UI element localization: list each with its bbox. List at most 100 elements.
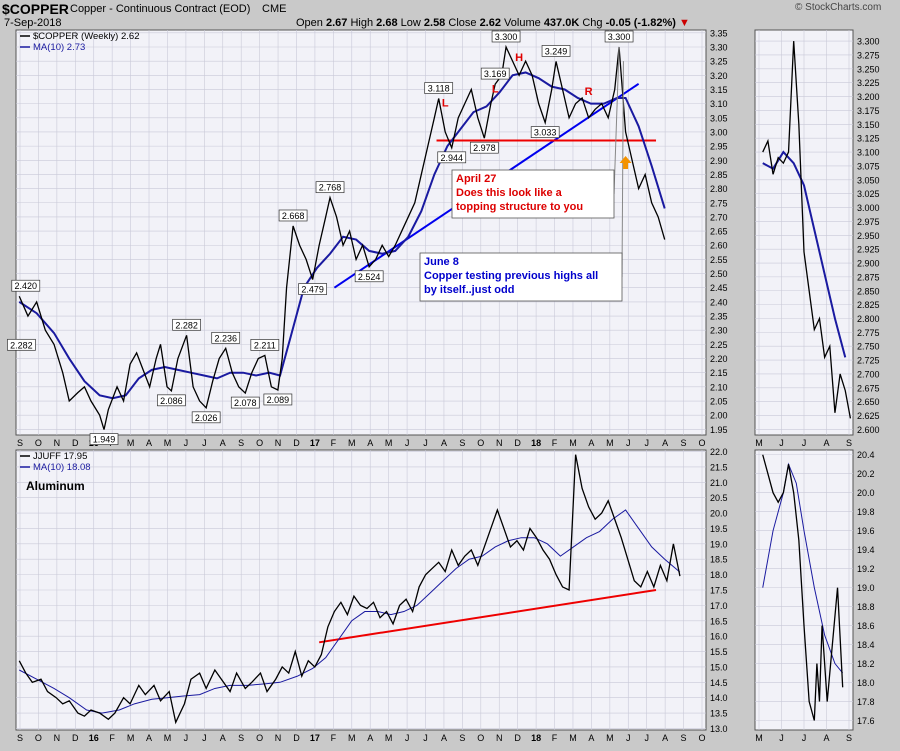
price-label: 2.668: [282, 211, 305, 221]
y-tick-label: 3.225: [857, 78, 880, 88]
y-tick-label: 3.150: [857, 120, 880, 130]
price-label: 2.089: [267, 395, 290, 405]
x-tick-label: S: [459, 438, 465, 448]
y-tick-label: 15.5: [710, 647, 728, 657]
y-tick-label: 2.80: [710, 184, 728, 194]
x-tick-label: M: [569, 733, 577, 743]
x-tick-label: J: [802, 438, 807, 448]
aluminum-zoom-panel: 17.6 17.8 18.0 18.2 18.4 18.6 18.8 19.0 19.2 19.4…: [754, 449, 875, 743]
x-tick-label: N: [496, 438, 503, 448]
y-tick-label: 17.8: [857, 697, 875, 707]
x-tick-label: 17: [310, 438, 320, 448]
y-tick-label: 2.950: [857, 231, 880, 241]
symbol-title: $COPPER: [2, 1, 69, 17]
y-tick-label: 3.125: [857, 134, 880, 144]
x-tick-label: O: [35, 438, 42, 448]
price-label-box: [480, 67, 510, 80]
x-tick-label: S: [17, 733, 23, 743]
x-tick-label: J: [423, 438, 428, 448]
y-tick-label: 3.275: [857, 50, 880, 60]
x-tick-label: M: [164, 438, 172, 448]
y-tick-label: 2.10: [710, 382, 728, 392]
price-label-box: [604, 30, 634, 43]
y-tick-label: 2.00: [710, 411, 728, 421]
price-label-box: [263, 393, 293, 406]
up-arrow-icon: [619, 155, 632, 169]
x-tick-label: O: [477, 733, 484, 743]
price-label-box: [211, 331, 241, 344]
x-tick-label: J: [626, 438, 631, 448]
price-label-box: [491, 30, 521, 43]
y-tick-label: 3.20: [710, 71, 728, 81]
x-tick-label: S: [846, 733, 852, 743]
low-value: 2.58: [423, 17, 446, 29]
y-tick-label: 22.0: [710, 447, 728, 457]
price-label-box: [541, 45, 571, 57]
x-tick-label: A: [823, 438, 829, 448]
y-tick-label: 19.0: [857, 583, 875, 593]
price-label: 3.249: [545, 46, 568, 56]
y-tick-label: 18.5: [710, 555, 728, 565]
close-label: Close: [448, 17, 477, 29]
price-label: 3.300: [608, 32, 631, 42]
y-tick-label: 2.45: [710, 283, 728, 293]
annotation-text: by itself..just odd: [424, 284, 514, 296]
price-series-line: [762, 454, 844, 721]
x-tick-label: A: [441, 438, 447, 448]
y-tick-label: 2.925: [857, 245, 880, 255]
x-tick-label: N: [496, 733, 503, 743]
price-label: 1.949: [93, 435, 116, 445]
y-tick-label: 18.0: [857, 678, 875, 688]
price-label: 2.078: [234, 398, 257, 408]
y-tick-label: 2.35: [710, 312, 728, 322]
x-tick-label: A: [588, 733, 594, 743]
pattern-label: H: [515, 52, 523, 64]
y-tick-label: 2.50: [710, 269, 728, 279]
x-tick-label: J: [202, 438, 207, 448]
price-label-box: [315, 181, 345, 194]
price-label-box: [469, 141, 499, 154]
x-tick-label: J: [184, 438, 189, 448]
price-label: 2.524: [358, 272, 381, 282]
y-tick-label: 2.20: [710, 354, 728, 364]
y-tick-label: 3.025: [857, 189, 880, 199]
y-tick-label: 2.15: [710, 368, 728, 378]
annotation-text: topping structure to you: [456, 201, 583, 213]
y-tick-label: 3.250: [857, 64, 880, 74]
x-tick-label: J: [802, 733, 807, 743]
x-tick-label: N: [54, 733, 61, 743]
x-tick-label: 18: [531, 438, 541, 448]
annotation-pointer: [613, 46, 620, 195]
x-tick-label: A: [220, 438, 226, 448]
y-tick-label: 2.675: [857, 383, 880, 393]
y-tick-label: 3.075: [857, 161, 880, 171]
x-tick-label: A: [367, 438, 373, 448]
x-tick-label: A: [588, 438, 594, 448]
annotation-box: [419, 252, 623, 302]
x-tick-label: J: [779, 438, 784, 448]
x-tick-label: 18: [531, 733, 541, 743]
x-tick-label: D: [514, 438, 521, 448]
price-label-box: [278, 209, 308, 222]
y-tick-label: 2.30: [710, 326, 728, 336]
x-tick-label: M: [385, 438, 393, 448]
y-tick-label: 20.4: [857, 450, 875, 460]
y-tick-label: 2.40: [710, 297, 728, 307]
y-tick-label: 18.0: [710, 570, 728, 580]
price-label-box: [354, 270, 384, 283]
y-tick-label: 18.4: [857, 640, 875, 650]
panel-title: Aluminum: [26, 479, 85, 493]
price-label-box: [157, 394, 186, 407]
y-tick-label: 2.700: [857, 369, 880, 379]
annotation-text: Does this look like a: [456, 187, 563, 199]
x-tick-label: S: [681, 438, 687, 448]
chart-date: 7-Sep-2018: [4, 17, 62, 29]
x-tick-label: J: [202, 733, 207, 743]
y-tick-label: 21.0: [710, 478, 728, 488]
y-tick-label: 19.4: [857, 545, 875, 555]
y-tick-label: 2.825: [857, 300, 880, 310]
price-label: 3.118: [428, 84, 450, 94]
x-tick-label: M: [348, 438, 356, 448]
x-tick-label: N: [275, 438, 282, 448]
x-tick-label: O: [477, 438, 484, 448]
